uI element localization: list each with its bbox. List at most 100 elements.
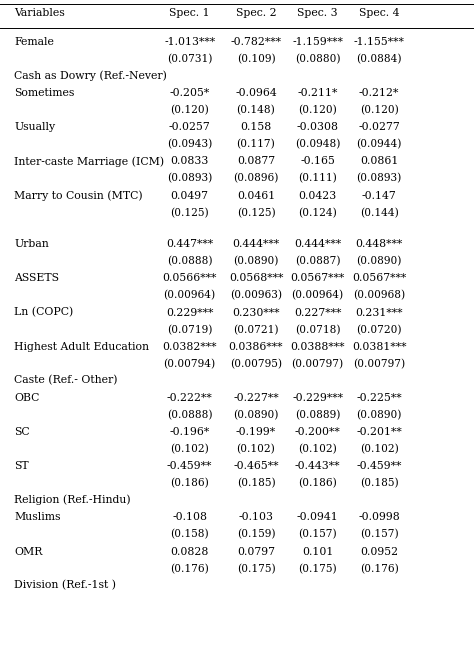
Text: Spec. 4: Spec. 4	[359, 8, 400, 18]
Text: (0.102): (0.102)	[237, 444, 275, 454]
Text: (0.0890): (0.0890)	[356, 256, 402, 266]
Text: Sometimes: Sometimes	[14, 88, 74, 98]
Text: -0.459**: -0.459**	[167, 461, 212, 471]
Text: 0.0797: 0.0797	[237, 547, 275, 556]
Text: ST: ST	[14, 461, 29, 471]
Text: (0.157): (0.157)	[298, 529, 337, 539]
Text: -0.0964: -0.0964	[235, 88, 277, 98]
Text: 0.0877: 0.0877	[237, 156, 275, 166]
Text: (0.0888): (0.0888)	[167, 410, 212, 420]
Text: 0.0833: 0.0833	[171, 156, 209, 166]
Text: (0.0884): (0.0884)	[356, 54, 402, 64]
Text: (0.00968): (0.00968)	[353, 290, 405, 300]
Text: Urban: Urban	[14, 239, 49, 249]
Text: (0.102): (0.102)	[360, 444, 399, 454]
Text: (0.0890): (0.0890)	[356, 410, 402, 420]
Text: -0.165: -0.165	[300, 156, 335, 166]
Text: -0.147: -0.147	[362, 191, 397, 200]
Text: (0.0718): (0.0718)	[295, 324, 340, 335]
Text: (0.120): (0.120)	[298, 105, 337, 115]
Text: ASSETS: ASSETS	[14, 273, 59, 283]
Text: 0.0566***: 0.0566***	[163, 273, 217, 283]
Text: -0.199*: -0.199*	[236, 427, 276, 437]
Text: Variables: Variables	[14, 8, 65, 18]
Text: (0.00963): (0.00963)	[230, 290, 282, 300]
Text: (0.186): (0.186)	[298, 478, 337, 488]
Text: -0.196*: -0.196*	[170, 427, 210, 437]
Text: (0.0720): (0.0720)	[356, 324, 402, 335]
Text: Religion (Ref.-Hindu): Religion (Ref.-Hindu)	[14, 495, 131, 505]
Text: -0.782***: -0.782***	[230, 37, 282, 47]
Text: -0.201**: -0.201**	[356, 427, 402, 437]
Text: 0.444***: 0.444***	[294, 239, 341, 249]
Text: (0.0896): (0.0896)	[233, 173, 279, 183]
Text: -0.465**: -0.465**	[233, 461, 279, 471]
Text: 0.0461: 0.0461	[237, 191, 275, 200]
Text: (0.111): (0.111)	[298, 173, 337, 183]
Text: Cash as Dowry (Ref.-Never): Cash as Dowry (Ref.-Never)	[14, 70, 167, 81]
Text: (0.0719): (0.0719)	[167, 324, 212, 335]
Text: -1.159***: -1.159***	[292, 37, 343, 47]
Text: Usually: Usually	[14, 122, 55, 132]
Text: (0.0731): (0.0731)	[167, 54, 212, 64]
Text: 0.0381***: 0.0381***	[352, 342, 406, 351]
Text: -0.459**: -0.459**	[356, 461, 402, 471]
Text: (0.185): (0.185)	[237, 478, 275, 488]
Text: 0.447***: 0.447***	[166, 239, 213, 249]
Text: (0.175): (0.175)	[237, 563, 275, 574]
Text: (0.109): (0.109)	[237, 54, 275, 64]
Text: (0.00794): (0.00794)	[164, 359, 216, 369]
Text: (0.120): (0.120)	[360, 105, 399, 115]
Text: (0.125): (0.125)	[170, 207, 209, 218]
Text: OBC: OBC	[14, 393, 40, 402]
Text: (0.176): (0.176)	[170, 563, 209, 574]
Text: Spec. 3: Spec. 3	[297, 8, 338, 18]
Text: 0.0828: 0.0828	[171, 547, 209, 556]
Text: Inter-caste Marriage (ICM): Inter-caste Marriage (ICM)	[14, 156, 164, 167]
Text: (0.124): (0.124)	[298, 207, 337, 218]
Text: Ln (COPC): Ln (COPC)	[14, 307, 73, 318]
Text: -0.227**: -0.227**	[233, 393, 279, 402]
Text: (0.0880): (0.0880)	[295, 54, 340, 64]
Text: -0.225**: -0.225**	[356, 393, 402, 402]
Text: (0.00797): (0.00797)	[292, 359, 344, 369]
Text: (0.176): (0.176)	[360, 563, 399, 574]
Text: (0.00795): (0.00795)	[230, 359, 282, 369]
Text: 0.227***: 0.227***	[294, 307, 341, 317]
Text: (0.185): (0.185)	[360, 478, 399, 488]
Text: (0.0721): (0.0721)	[233, 324, 279, 335]
Text: -1.013***: -1.013***	[164, 37, 215, 47]
Text: Division (Ref.-1st ): Division (Ref.-1st )	[14, 580, 116, 590]
Text: SC: SC	[14, 427, 30, 437]
Text: -0.229***: -0.229***	[292, 393, 343, 402]
Text: (0.00964): (0.00964)	[292, 290, 344, 300]
Text: 0.0497: 0.0497	[171, 191, 209, 200]
Text: -0.212*: -0.212*	[359, 88, 400, 98]
Text: (0.125): (0.125)	[237, 207, 275, 218]
Text: 0.0386***: 0.0386***	[229, 342, 283, 351]
Text: (0.159): (0.159)	[237, 529, 275, 539]
Text: (0.102): (0.102)	[170, 444, 209, 454]
Text: Marry to Cousin (MTC): Marry to Cousin (MTC)	[14, 191, 143, 201]
Text: 0.0388***: 0.0388***	[291, 342, 345, 351]
Text: 0.230***: 0.230***	[232, 307, 280, 317]
Text: Spec. 2: Spec. 2	[236, 8, 276, 18]
Text: (0.0890): (0.0890)	[233, 410, 279, 420]
Text: 0.101: 0.101	[302, 547, 333, 556]
Text: (0.0944): (0.0944)	[356, 139, 402, 149]
Text: -0.103: -0.103	[238, 512, 273, 522]
Text: (0.0943): (0.0943)	[167, 139, 212, 149]
Text: Spec. 1: Spec. 1	[169, 8, 210, 18]
Text: -0.222**: -0.222**	[167, 393, 212, 402]
Text: 0.0567***: 0.0567***	[352, 273, 406, 283]
Text: (0.144): (0.144)	[360, 207, 399, 218]
Text: (0.117): (0.117)	[237, 139, 275, 149]
Text: -0.200**: -0.200**	[295, 427, 340, 437]
Text: (0.148): (0.148)	[237, 105, 275, 115]
Text: -0.443**: -0.443**	[295, 461, 340, 471]
Text: -0.0257: -0.0257	[169, 122, 210, 132]
Text: (0.0889): (0.0889)	[295, 410, 340, 420]
Text: 0.231***: 0.231***	[356, 307, 403, 317]
Text: (0.158): (0.158)	[170, 529, 209, 539]
Text: (0.186): (0.186)	[170, 478, 209, 488]
